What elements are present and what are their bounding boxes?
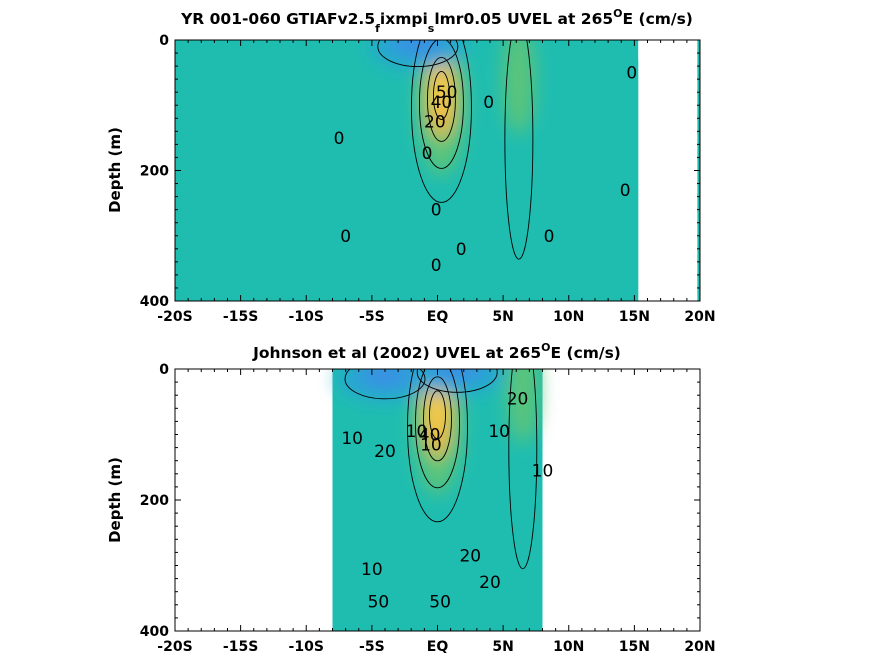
x-tick-label: -20S (157, 309, 192, 325)
x-tick-label: -5S (359, 309, 385, 325)
panel-top-contours (377, 40, 534, 260)
x-tick-label: 5N (492, 639, 513, 655)
contour-label: 20 (374, 442, 396, 462)
y-tick-label: 200 (140, 164, 169, 180)
contour-label: 50 (368, 593, 390, 613)
y-tick-label: 400 (140, 294, 169, 310)
missing-data-region (638, 40, 648, 60)
x-tick-label: 20N (684, 309, 715, 325)
contour-line (426, 57, 456, 142)
contour-label: 0 (431, 256, 442, 276)
x-tick-label: -10S (289, 309, 324, 325)
x-tick-label: 15N (619, 639, 650, 655)
contour-label: 0 (340, 227, 351, 247)
x-tick-label: -10S (289, 639, 324, 655)
panel-bottom-contours (344, 369, 538, 570)
panel-bottom-ticks: -20S -15S -10S -5S EQ 5N 10N 15N 20N 0 200 400 (140, 362, 716, 655)
contour-line (377, 40, 459, 67)
contour-label: 40 (419, 426, 441, 446)
x-tick-label: -20S (157, 639, 192, 655)
contour-label: 0 (544, 227, 555, 247)
contour-label: 10 (532, 462, 554, 482)
eastward-band (506, 369, 539, 444)
westward-surface-core (431, 369, 484, 381)
contour-line (418, 40, 464, 169)
panel-bottom: Johnson et al (2002) UVEL at 265OE (cm/s… (106, 341, 716, 655)
contour-line (407, 369, 468, 523)
panel-top-velocity-field (175, 40, 700, 301)
x-tick-label: 10N (553, 309, 584, 325)
contour-label: 0 (431, 201, 442, 221)
y-tick-label: 400 (140, 624, 169, 640)
contour-line (423, 376, 452, 462)
panel-top: YR 001-060 GTIAFv2.5fixmpislmr0.05 UVEL … (106, 7, 716, 325)
field-features (337, 369, 539, 495)
westward-surface-core (359, 369, 411, 387)
contour-label: 0 (334, 129, 345, 149)
x-tick-label: EQ (427, 309, 449, 325)
contour-label: 0 (422, 144, 433, 164)
contour-line (415, 369, 460, 489)
contour-label: 0 (626, 64, 637, 84)
x-tick-label: -5S (359, 639, 385, 655)
contour-label: 40 (431, 93, 453, 113)
eastward-band (502, 40, 535, 135)
panel-bottom-ylabel: Depth (m) (106, 457, 124, 543)
y-tick-label: 0 (159, 33, 169, 49)
x-tick-label: 20N (684, 639, 715, 655)
contour-line (432, 71, 450, 120)
eastward-core-max (433, 67, 450, 116)
contour-line (429, 390, 446, 440)
contour-label: 10 (420, 435, 442, 455)
contour-label: 10 (361, 560, 383, 580)
eastward-core-max (429, 386, 446, 435)
x-tick-label: -15S (223, 639, 258, 655)
contour-label: 0 (456, 240, 467, 260)
contour-label: 20 (507, 389, 529, 409)
contour-label: 0 (483, 93, 494, 113)
x-tick-label: 15N (619, 309, 650, 325)
panel-bottom-plot-area (332, 369, 543, 631)
y-tick-label: 0 (159, 362, 169, 378)
contour-label: 20 (479, 573, 501, 593)
contour-label: 10 (406, 422, 428, 442)
contour-line (416, 369, 498, 393)
missing-data-region (638, 40, 698, 301)
contour-line (504, 40, 534, 260)
panel-top-plot-area (175, 40, 700, 301)
panel-top-ylabel: Depth (m) (106, 127, 124, 213)
x-tick-label: -15S (223, 309, 258, 325)
panel-bottom-velocity-field (332, 369, 543, 631)
contour-label: 50 (429, 593, 451, 613)
contour-label: 20 (459, 547, 481, 567)
contour-line (508, 369, 538, 570)
contour-label: 10 (488, 422, 510, 442)
westward-surface-core (391, 40, 444, 55)
contour-label: 10 (341, 429, 363, 449)
contour-label: 20 (424, 113, 446, 133)
contour-line (410, 40, 472, 203)
field-features (369, 40, 535, 176)
contour-label: 50 (436, 83, 458, 103)
x-tick-label: EQ (427, 639, 449, 655)
x-tick-label: 5N (492, 309, 513, 325)
contour-label: 0 (620, 181, 631, 201)
panel-top-missing-data (638, 40, 698, 301)
y-tick-label: 200 (140, 493, 169, 509)
contour-line (344, 369, 426, 400)
panel-bottom-title: Johnson et al (2002) UVEL at 265OE (cm/s… (252, 341, 621, 362)
x-tick-label: 10N (553, 639, 584, 655)
panel-top-title: YR 001-060 GTIAFv2.5fixmpislmr0.05 UVEL … (180, 7, 693, 35)
